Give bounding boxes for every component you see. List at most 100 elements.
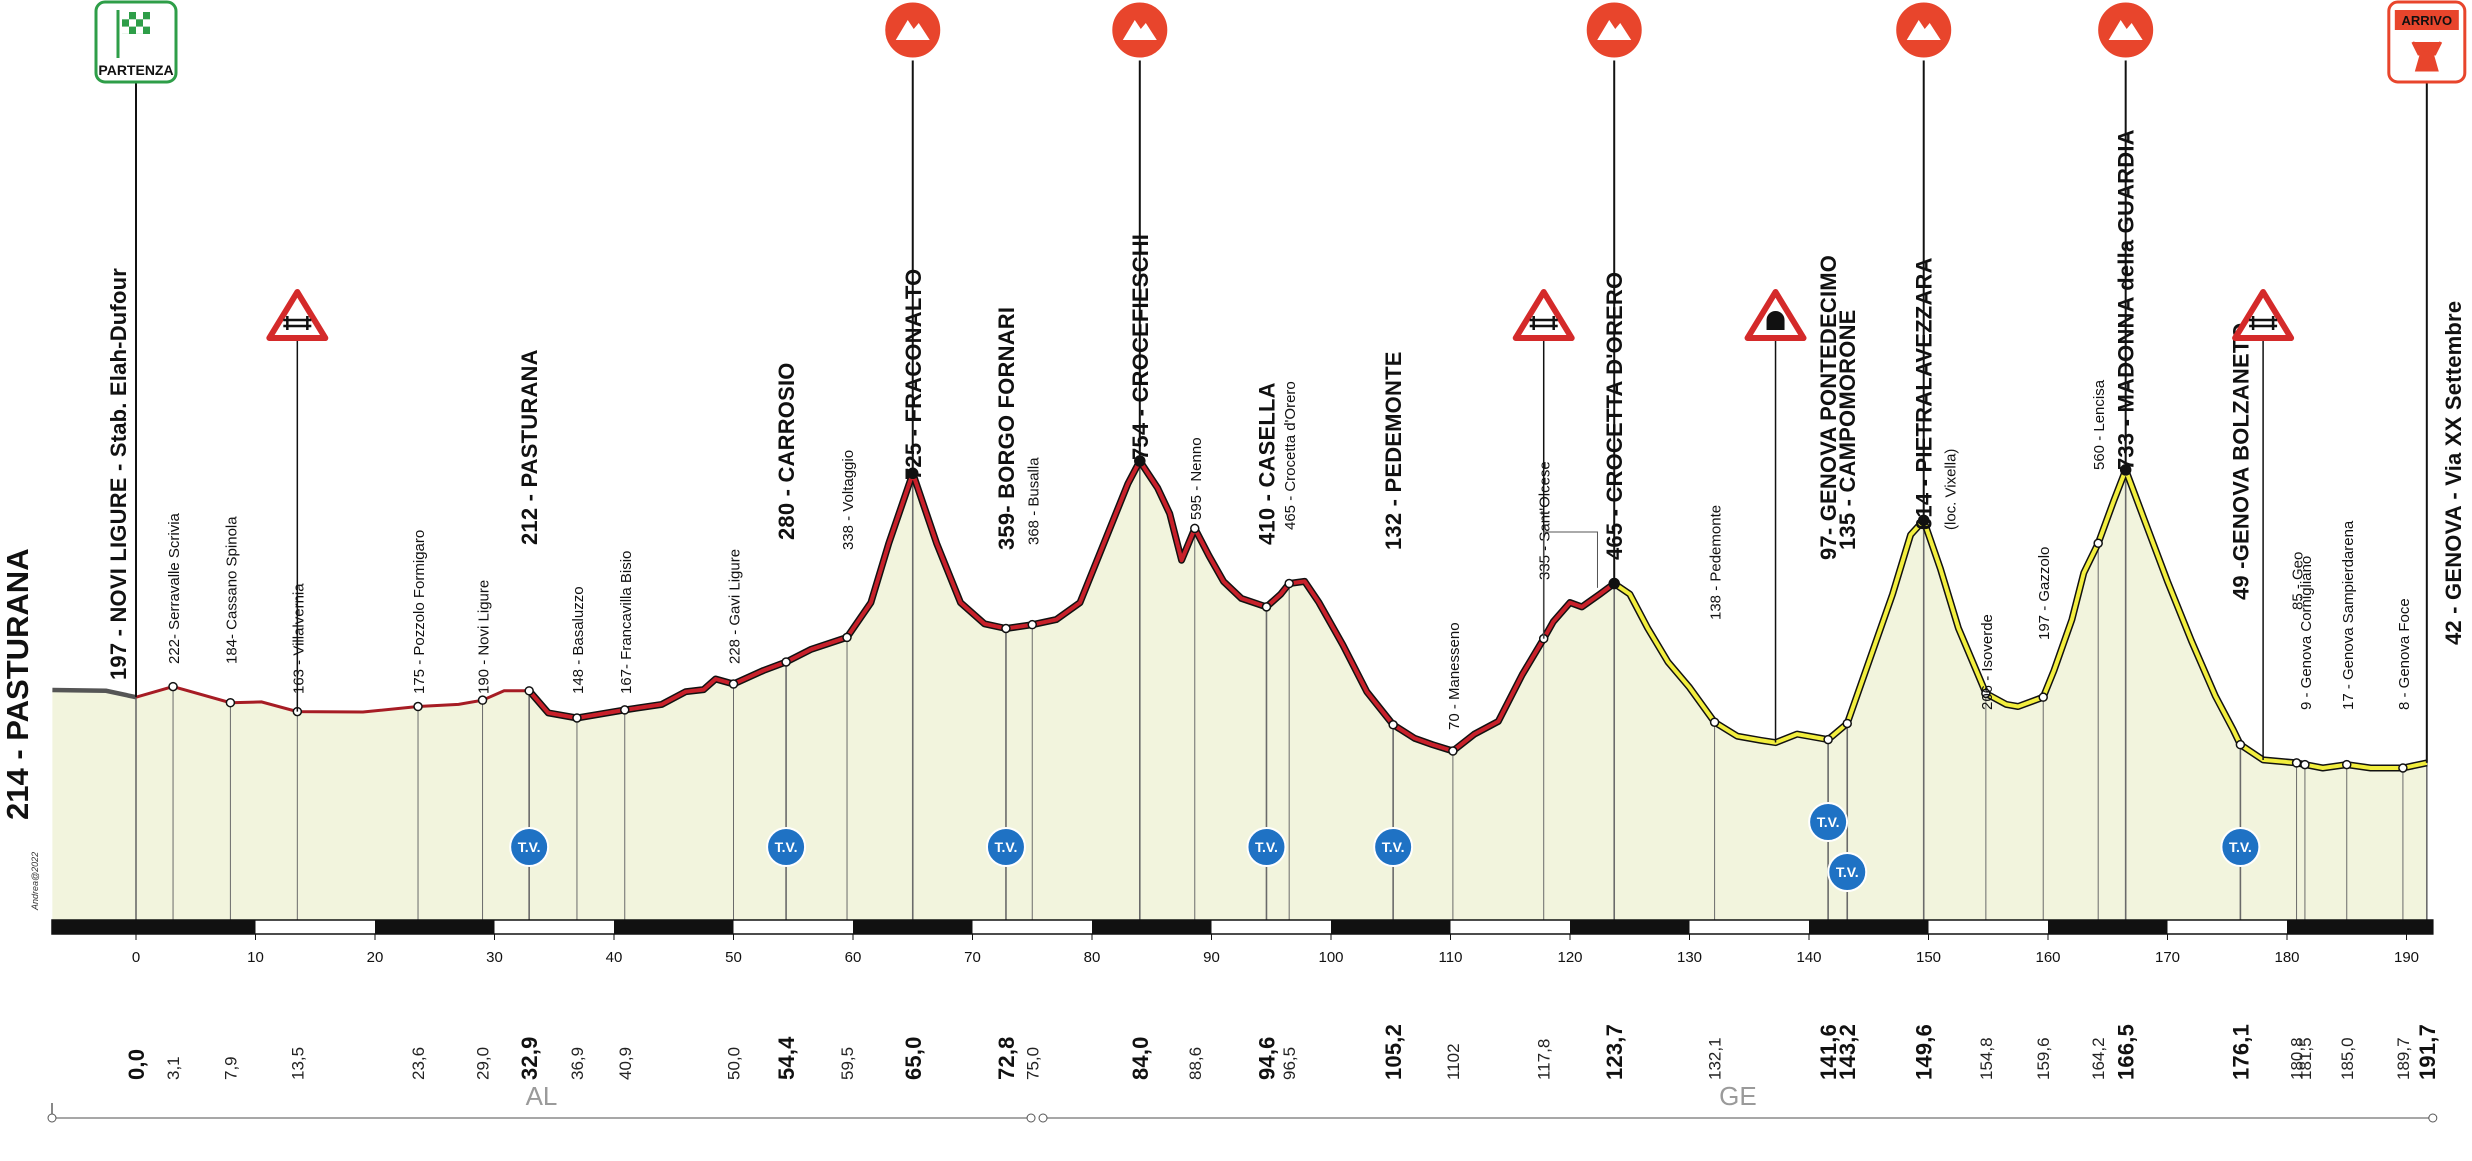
- km-label: 191,7: [2415, 1024, 2440, 1080]
- tv-icon: [1827, 852, 1868, 892]
- axis-tick-label: 70: [964, 949, 981, 966]
- km-label: 13,5: [288, 1047, 307, 1080]
- axis-tick-label: 120: [1557, 949, 1582, 966]
- axis-tick-label: 170: [2155, 949, 2180, 966]
- location-label: 148 - Basaluzzo: [570, 586, 587, 694]
- road-band-stripe: [1331, 920, 1451, 934]
- location-label: 42 - GENOVA - Via XX Settembre: [2441, 301, 2466, 645]
- route-dot: [1190, 523, 1200, 534]
- km-label: 141,6: [1816, 1024, 1841, 1080]
- location-label: 560 - Lencisa: [2091, 379, 2108, 470]
- km-label: 84,0: [1128, 1036, 1153, 1080]
- road-band-stripe: [2287, 920, 2433, 934]
- start-badge: [94, 0, 178, 84]
- km-label: 185,0: [2338, 1037, 2357, 1080]
- location-label: 167- Francavilla Bisio: [618, 551, 635, 694]
- km-label: 123,7: [1602, 1024, 1627, 1080]
- location-label: 97- GENOVA PONTEDECIMO: [1816, 255, 1841, 560]
- location-label: 138 - Pedemonte: [1708, 505, 1725, 620]
- route-dot: [1823, 734, 1833, 745]
- route-dot: [2398, 763, 2408, 773]
- tv-label: T.V.: [2229, 839, 2252, 855]
- start-flag-check: [129, 19, 136, 27]
- rail-glyph: [283, 316, 312, 330]
- tv-icon: [766, 827, 807, 867]
- location-label: 359- BORGO FORNARI: [994, 307, 1019, 550]
- location-label: 163 - Villalvernia: [290, 583, 307, 694]
- road-band-stripe: [2048, 920, 2168, 934]
- km-label: 149,6: [1912, 1024, 1937, 1080]
- route-dot: [225, 697, 236, 708]
- km-label: 50,0: [725, 1047, 744, 1080]
- axis-tick-label: 80: [1084, 949, 1101, 966]
- start-badge-label: PARTENZA: [98, 62, 173, 78]
- route-dot: [1001, 623, 1011, 634]
- km-label: 189,7: [2394, 1037, 2413, 1080]
- km-label: 59,5: [838, 1047, 857, 1080]
- distance-axis: 0 10 20 30 40 50 60 70 80 90 100 110 120 130 140 150 160…: [51, 934, 2419, 1114]
- mountain-glyph: [1906, 20, 1941, 40]
- tv-icon: [509, 827, 550, 867]
- km-label: 132,1: [1706, 1037, 1725, 1080]
- route-lines: [52, 455, 2428, 773]
- route-dot: [1981, 688, 1991, 699]
- mountain-glyph: [1122, 20, 1157, 40]
- location-label: 465 - Crocetta d'Orero: [1282, 381, 1299, 530]
- location-label: 228 - Gavi Ligure: [727, 549, 744, 664]
- location-label: 135 - CAMPOMORONE: [1835, 309, 1860, 550]
- km-label: 88,6: [1186, 1047, 1205, 1080]
- km-label: 181,5: [2296, 1037, 2315, 1080]
- province-end: [1038, 1113, 1048, 1123]
- province-end: [1026, 1113, 1036, 1123]
- km-label: 40,9: [616, 1047, 635, 1080]
- location-label: 595 - Nenno: [1188, 437, 1205, 520]
- location-label: 9 - Genova Cornigliano: [2298, 556, 2315, 710]
- location-label: 8 - Genova Foce: [2396, 598, 2413, 710]
- tv-label: T.V.: [1817, 814, 1840, 830]
- route-dot: [620, 705, 630, 715]
- route-dot: [2235, 739, 2246, 750]
- km-label: 105,2: [1381, 1024, 1406, 1080]
- province-bar: AL GE: [47, 1081, 2438, 1123]
- route-dot: [168, 681, 178, 692]
- rail-glyph: [1529, 316, 1558, 330]
- route-dot: [2291, 758, 2302, 768]
- road-band-neutral: [52, 920, 136, 934]
- location-label: 17 - Genova Sampierdarena: [2340, 520, 2357, 710]
- road-band-stripe: [375, 920, 495, 934]
- finish-badge-label: ARRIVO: [2402, 13, 2453, 28]
- tunnel-glyph: [1766, 311, 1785, 330]
- route-dot: [2093, 538, 2103, 549]
- credit-label: Andrea@2022: [30, 852, 40, 911]
- km-labels: 0,0 3,1 7,9 13,5 23,6 29,0 32,9 36,9 40,9 50,0 54,…: [124, 1024, 2440, 1080]
- tv-icon: [2220, 827, 2261, 867]
- tv-label: T.V.: [995, 839, 1018, 855]
- location-label: 132 - PEDEMONTE: [1381, 351, 1406, 550]
- location-label: 368 - Busalla: [1025, 457, 1042, 545]
- start-flag-check: [136, 12, 143, 20]
- tv-label: T.V.: [1382, 839, 1405, 855]
- level-crossing-icon: [1512, 289, 1575, 341]
- km-label: 75,0: [1023, 1047, 1042, 1080]
- province-label: GE: [1719, 1081, 1757, 1111]
- location-label: 49 -GENOVA BOLZANETO: [2228, 323, 2253, 600]
- km-label: 32,9: [517, 1036, 542, 1080]
- route-dot: [477, 695, 488, 705]
- axis-tick-label: 0: [132, 949, 140, 966]
- axis-tick-label: 40: [606, 949, 623, 966]
- road-band-stripe: [614, 920, 734, 934]
- finish-rider-icon: [2411, 41, 2443, 72]
- route-dot: [781, 657, 791, 667]
- road-band: [51, 919, 2434, 935]
- route-dot: [524, 686, 534, 696]
- route-line-red: [527, 459, 1616, 753]
- tv-icon: [985, 827, 1026, 867]
- province-end: [2428, 1113, 2438, 1123]
- level-crossing-icon: [266, 289, 329, 341]
- icons: PARTENZA ARRIVO T.V. T.V. T.V. T.V. T.V. T.V. T.…: [94, 0, 2467, 892]
- location-label: 184- Cassano Spinola: [223, 516, 240, 664]
- location-label: 190 - Novi Ligure: [476, 580, 493, 694]
- bracket-line: [1543, 531, 1598, 639]
- road-band-stripe: [853, 920, 973, 934]
